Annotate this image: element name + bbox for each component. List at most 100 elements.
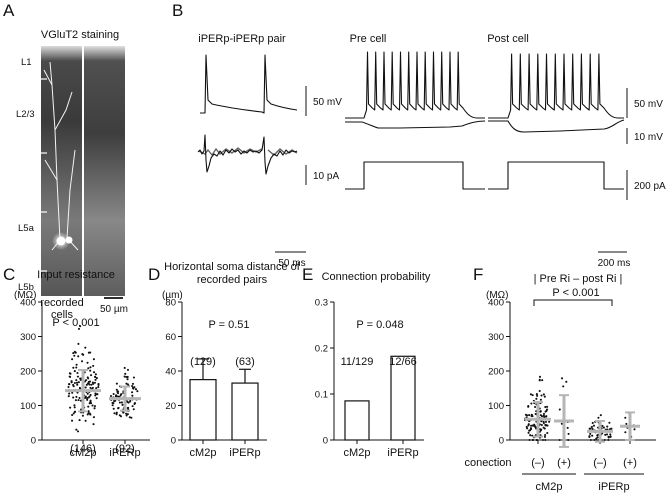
chart-c-cm2p-data-point [69,372,72,375]
chart-c-iperp-data-point [128,416,131,419]
chart-c-iperp-data-point [131,384,134,388]
post-cell-current-step [488,161,624,190]
panel-d-letter: D [148,265,160,284]
chart-c-cm2p-data-point [96,393,99,396]
panel-f-sign-4: (+) [623,457,637,469]
chart-c-cm2p-data-point [73,410,76,413]
panel-c-count-1: (146) [70,443,96,455]
recorded-cells-label-1: recorded [40,297,83,309]
chart-f-group-2-data-point [607,436,610,439]
chart-c-cm2p-data-point [87,377,90,380]
chart-f-group-0-data-point [545,409,548,412]
chart-c-y-tick-label: 0 [31,436,36,447]
chart-f-group-0-data-point [544,405,547,409]
panel-d-count-1: (129) [190,356,216,368]
chart-f-group-0-data-point [528,414,531,417]
chart-e-y-tick-label: 0.3 [315,298,328,309]
chart-c-cm2p-data-point [77,355,80,358]
post-cell-slow-trace [488,119,625,133]
chart-c-cm2p-data-point [84,395,87,398]
chart-f-group-2-data-point [604,433,607,436]
chart-c-cm2p-data-point [84,386,87,389]
chart-c-iperp-data-point [124,372,127,375]
chart-f-y-tick-label: 100 [488,401,504,412]
chart-c-cm2p-data-point [72,352,75,355]
chart-c-iperp-data-point [125,414,128,417]
chart-c-iperp-data-point [132,376,135,379]
chart-f-group-0-data-point [539,398,542,401]
chart-c-cm2p-data-point [72,412,75,415]
chart-c-cm2p-data-point [77,381,80,384]
chart-f-group-0-data-point [543,435,547,438]
chart-f-group-0-data-point [544,438,547,442]
chart-f-group-0-data-point [542,412,546,415]
chart-c-cm2p-data-point [68,392,71,395]
chart-e-x-tick-label: iPERp [387,447,418,459]
chart-f-group-0-data-point [546,405,549,408]
chart-c-cm2p-data-point [77,342,80,345]
chart-connection-probability: 0 0.1 0.2 0.3 cM2p iPERp [315,298,424,459]
chart-c-cm2p-data-point [95,387,98,390]
chart-f-group-3-data-point [633,428,636,431]
panel-d-title-2: recorded pairs [197,274,268,286]
chart-f-group-0-data-point [542,426,545,429]
pair-current-noise [198,147,298,157]
chart-c-iperp-data-point [122,411,125,414]
chart-c-cm2p-data-point [87,411,90,415]
chart-f-group-1-data-point [560,377,564,380]
layer-boundaries [41,78,47,272]
chart-f-group-0-data-point [541,379,544,382]
chart-c-cm2p-data-point [77,327,81,330]
chart-f-group-0-data-point [535,397,538,400]
panel-f-letter: F [473,265,483,284]
chart-e-y-tick-label: 0 [323,436,328,447]
chart-c-cm2p-data-point [92,358,95,361]
chart-f-group-0-data-point [531,424,534,427]
chart-c-iperp-data-point [120,393,123,396]
chart-f-group-2-data-point [605,433,609,436]
chart-c-iperp-data-point [109,395,113,398]
chart-c-cm2p-data-point [93,375,97,378]
post-cell-voltage-trace [488,53,624,119]
chart-e-y-tick-label: 0.1 [315,390,328,401]
chart-c-x-tick-label: iPERp [109,447,140,459]
chart-f-group-2-data-point [599,414,602,417]
chart-f-group-1-data-point [567,438,570,442]
pair-scale-v-label: 50 mV [313,97,342,108]
chart-c-cm2p-data-point [67,395,70,398]
chart-f-group-2-data-point [592,424,595,427]
chart-c-cm2p-data-point [78,419,81,422]
chart-c-cm2p-data-point [70,380,73,383]
chart-f-group-0-data-point [528,438,531,442]
chart-c-cm2p-data-point [88,380,92,383]
chart-f-group-0-data-point [529,393,532,396]
chart-f-group-0-data-point [527,423,530,426]
chart-c-iperp-data-point [129,400,132,403]
post-cell-title: Post cell [487,33,529,45]
chart-c-iperp-data-point [112,402,115,405]
post-scale-v2-label: 10 mV [634,132,663,143]
chart-c-cm2p-data-point [78,396,81,400]
chart-f-group-0-data-point [546,432,549,435]
recorded-cell-1 [56,236,66,246]
chart-c-cm2p-data-point [81,353,84,356]
panel-c-unit: (MΩ) [14,290,36,301]
chart-c-iperp-data-point [131,391,134,394]
chart-c-iperp-data-point [134,388,138,391]
chart-c-y-tick-label: 100 [20,401,36,412]
chart-c-iperp-data-point [111,404,114,407]
panel-f-group-2: iPERp [598,481,629,493]
chart-c-iperp-data-point [115,382,118,385]
chart-c-cm2p-data-point [76,371,79,375]
chart-c-iperp-data-point [121,403,124,406]
chart-f-group-2-data-point [606,425,609,428]
chart-c-cm2p-data-point [97,386,100,389]
chart-c-iperp-data-point [116,392,120,395]
chart-c-cm2p-data-point [89,393,92,397]
chart-f-group-0-data-point [542,414,545,417]
chart-c-cm2p-data-point [75,381,79,384]
panel-f-stat: P < 0.001 [552,287,599,299]
chart-c-cm2p-data-point [79,325,82,328]
chart-f-group-0-data-point [535,393,538,396]
chart-d-y-tick-label: 80 [165,298,176,309]
